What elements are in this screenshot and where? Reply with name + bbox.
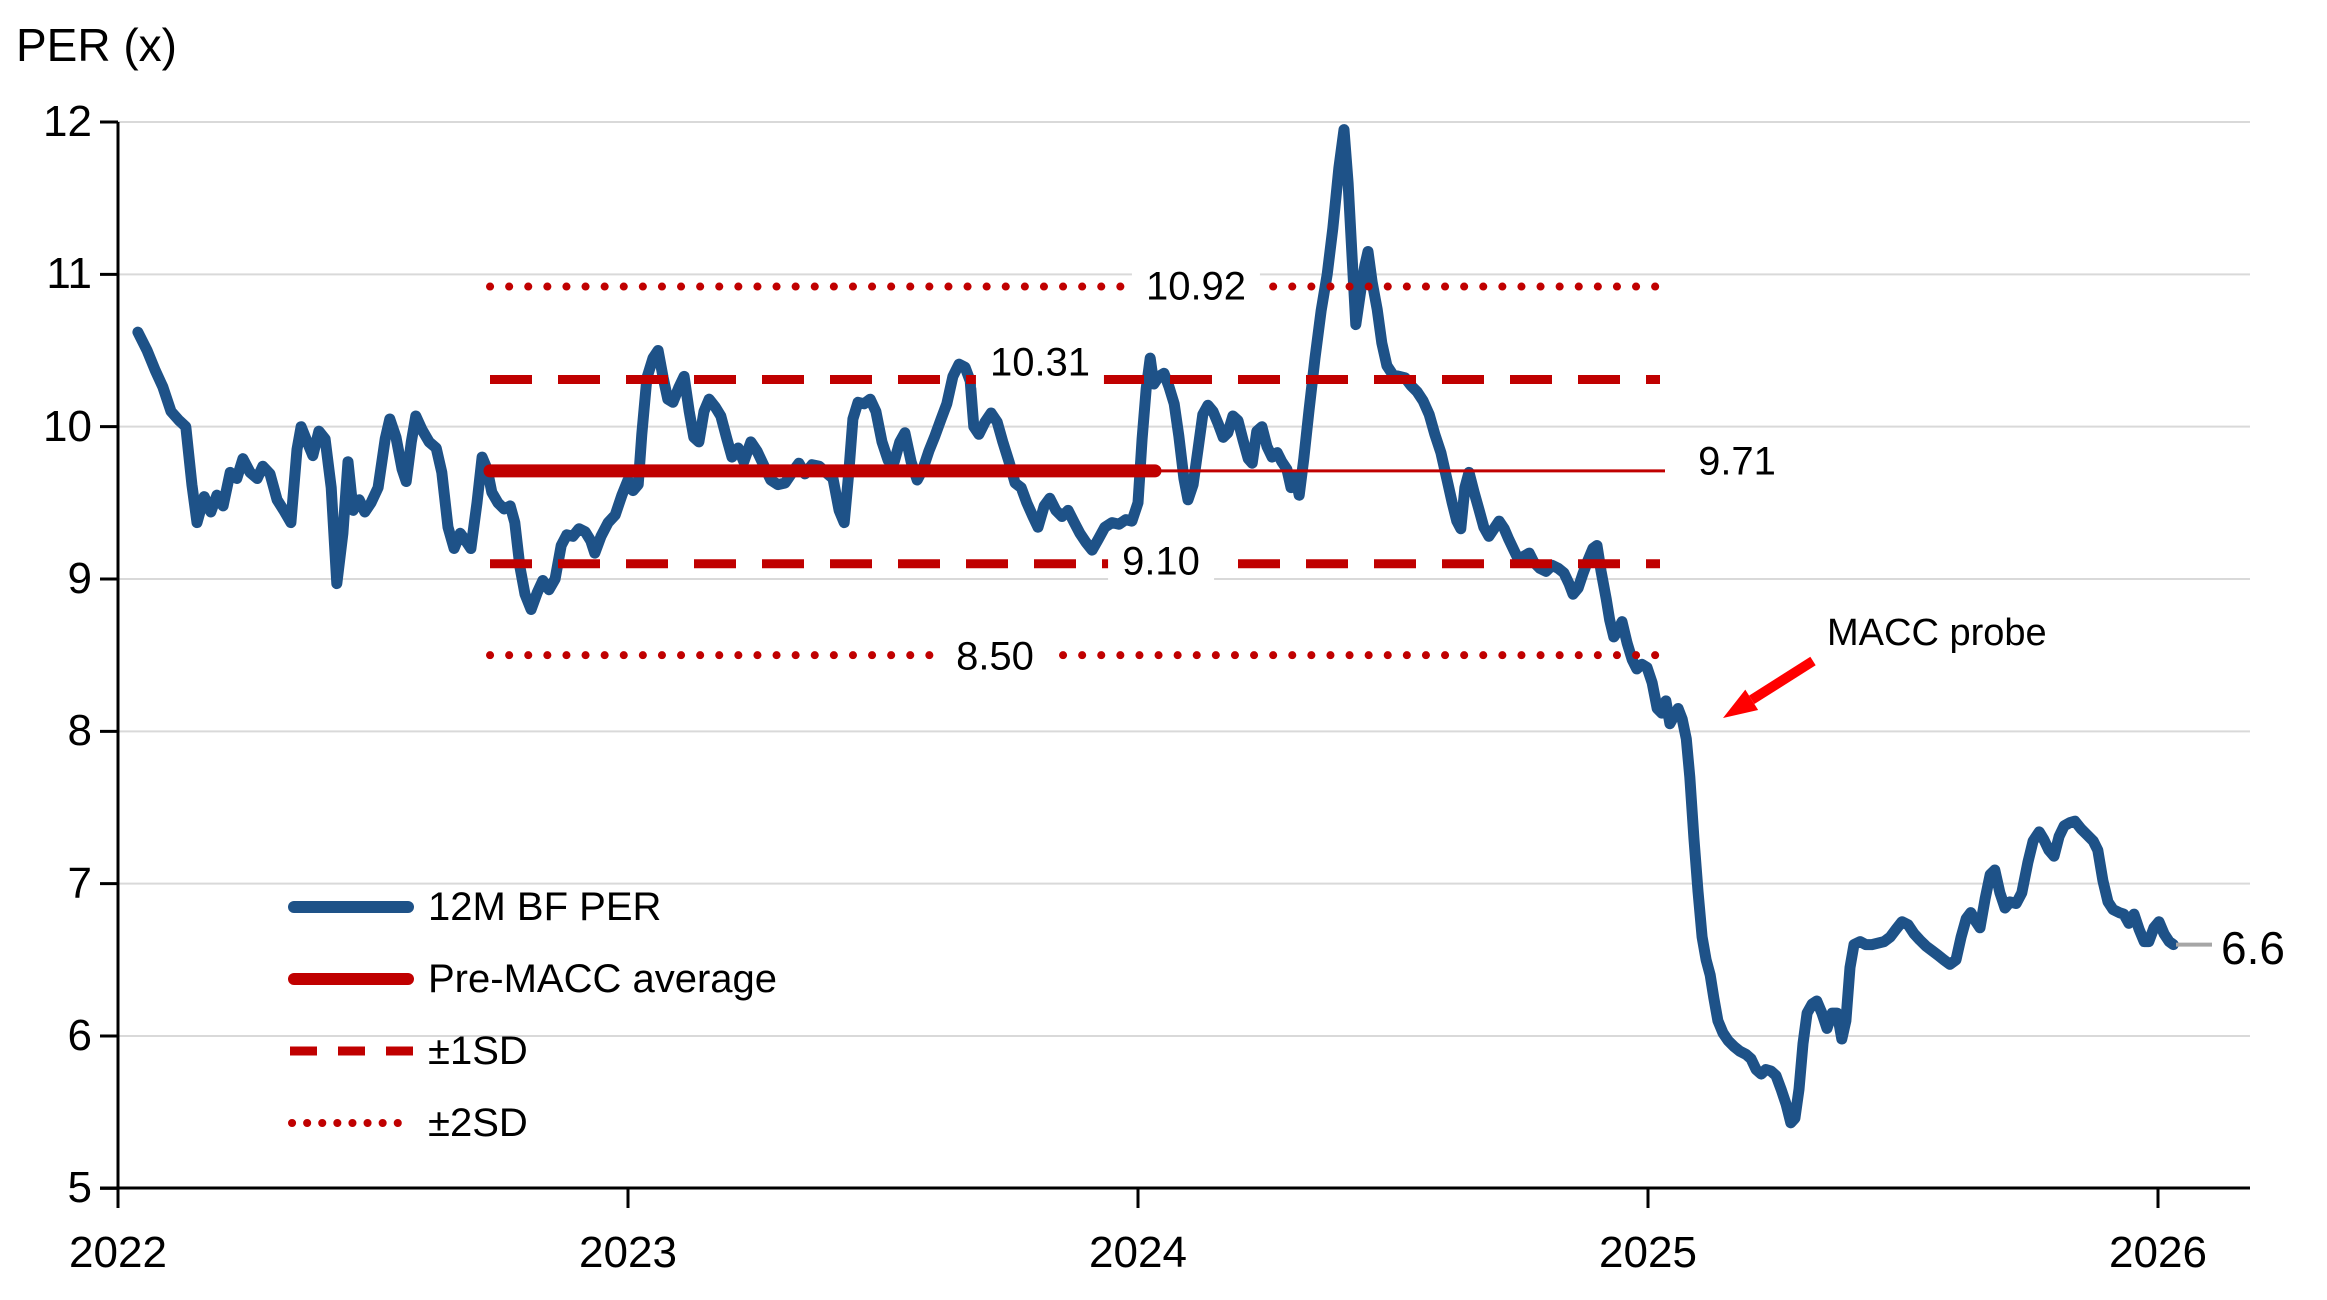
series-end-value-label: 6.6 (2221, 922, 2285, 974)
dotted-red-line-icon (288, 1119, 414, 1127)
y-tick-label: 7 (67, 858, 92, 908)
solid-red-line-icon (288, 973, 414, 985)
annotation-arrow-shaft (1749, 656, 1816, 705)
x-tick-label: 2023 (579, 1228, 677, 1277)
annotation-macc-probe: MACC probe (1827, 612, 2047, 654)
x-tick-label: 2024 (1089, 1228, 1187, 1277)
legend-item-plus-minus-1sd: ±1SD (288, 1028, 928, 1074)
legend: 12M BF PER Pre-MACC average ±1SD ±2SD (288, 884, 928, 1172)
ref-line-label-plus2sd: 10.92 (1131, 262, 1261, 312)
legend-label: ±2SD (428, 1100, 528, 1145)
solid-blue-line-icon (288, 901, 414, 913)
dashed-red-line-icon (290, 1046, 414, 1056)
y-tick-label: 12 (43, 97, 92, 146)
axis-title: PER (x) (16, 19, 177, 71)
ref-line-label-average: 9.71 (1684, 437, 1790, 487)
x-tick-label: 2022 (69, 1228, 167, 1277)
legend-item-plus-minus-2sd: ±2SD (288, 1100, 928, 1146)
y-tick-label: 6 (67, 1010, 92, 1060)
series-line-12m-bf-per (132, 124, 2179, 1129)
y-tick-label: 11 (46, 249, 92, 299)
x-tick-label: 2025 (1599, 1228, 1697, 1277)
ref-line-label-minus2sd: 8.50 (942, 632, 1048, 682)
x-tick-label: 2026 (2109, 1228, 2207, 1277)
legend-label: 12M BF PER (428, 884, 662, 929)
legend-item-12m-bf-per: 12M BF PER (288, 884, 928, 930)
y-tick-label: 8 (67, 706, 92, 756)
annotation-arrow-head (1723, 689, 1759, 718)
legend-item-pre-macc-average: Pre-MACC average (288, 956, 928, 1002)
y-tick-label: 5 (67, 1163, 92, 1213)
ref-line-label-minus1sd: 9.10 (1108, 537, 1214, 587)
legend-label: Pre-MACC average (428, 956, 778, 1001)
y-tick-label: 9 (67, 553, 92, 603)
y-tick-label: 10 (43, 401, 92, 451)
legend-label: ±1SD (428, 1028, 528, 1073)
ref-line-label-plus1sd: 10.31 (975, 338, 1105, 388)
